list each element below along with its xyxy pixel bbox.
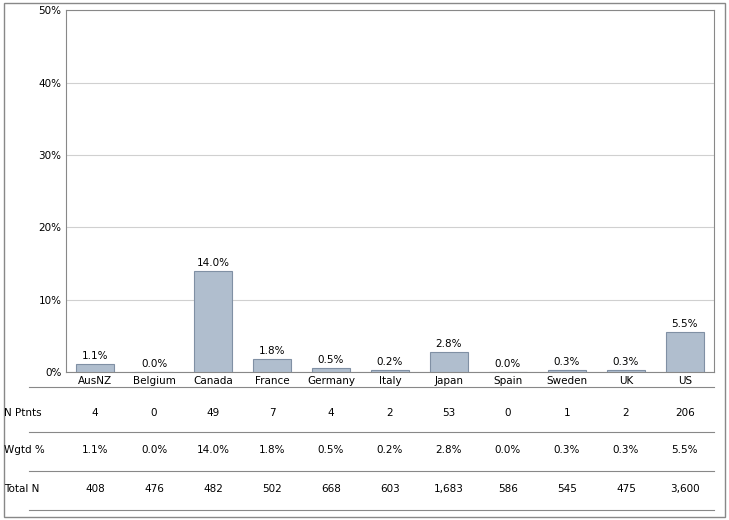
- Bar: [312, 368, 350, 372]
- Text: 1.8%: 1.8%: [259, 346, 285, 356]
- Text: 1: 1: [564, 408, 570, 419]
- Text: 0: 0: [151, 408, 157, 419]
- Text: 2: 2: [386, 408, 394, 419]
- Text: 586: 586: [498, 484, 518, 494]
- Text: 14.0%: 14.0%: [197, 258, 230, 268]
- Text: 0.3%: 0.3%: [554, 445, 580, 455]
- Text: 5.5%: 5.5%: [671, 445, 698, 455]
- Text: 0.3%: 0.3%: [613, 445, 639, 455]
- Text: 4: 4: [328, 408, 335, 419]
- Text: 545: 545: [557, 484, 577, 494]
- Text: 206: 206: [675, 408, 695, 419]
- Text: 1.1%: 1.1%: [82, 351, 109, 361]
- Text: 0.0%: 0.0%: [495, 445, 521, 455]
- Text: 5.5%: 5.5%: [671, 319, 698, 329]
- Text: 7: 7: [269, 408, 276, 419]
- Bar: [76, 364, 114, 372]
- Text: 603: 603: [380, 484, 400, 494]
- Text: 1,683: 1,683: [434, 484, 464, 494]
- Text: 0.5%: 0.5%: [318, 445, 344, 455]
- Text: 0.3%: 0.3%: [554, 357, 580, 367]
- Text: 49: 49: [206, 408, 219, 419]
- Text: 3,600: 3,600: [670, 484, 700, 494]
- Text: Total N: Total N: [4, 484, 39, 494]
- Bar: [607, 370, 645, 372]
- Text: 1.1%: 1.1%: [82, 445, 109, 455]
- Bar: [371, 370, 409, 372]
- Text: 2.8%: 2.8%: [436, 339, 462, 349]
- Text: 0.5%: 0.5%: [318, 355, 344, 365]
- Text: Wgtd %: Wgtd %: [4, 445, 44, 455]
- Text: 0: 0: [504, 408, 511, 419]
- Text: 408: 408: [85, 484, 105, 494]
- Bar: [430, 352, 468, 372]
- Text: 475: 475: [616, 484, 636, 494]
- Text: 2.8%: 2.8%: [436, 445, 462, 455]
- Text: 0.0%: 0.0%: [141, 359, 167, 369]
- Text: 0.0%: 0.0%: [495, 359, 521, 369]
- Text: 502: 502: [262, 484, 282, 494]
- Bar: [253, 359, 291, 372]
- Text: 0.2%: 0.2%: [377, 357, 403, 368]
- Text: 0.3%: 0.3%: [613, 357, 639, 367]
- Text: 1.8%: 1.8%: [259, 445, 285, 455]
- Text: 476: 476: [144, 484, 164, 494]
- Text: 2: 2: [623, 408, 629, 419]
- Text: 0.0%: 0.0%: [141, 445, 167, 455]
- Bar: [666, 332, 704, 372]
- Text: 482: 482: [203, 484, 223, 494]
- Text: N Ptnts: N Ptnts: [4, 408, 42, 419]
- Text: 668: 668: [321, 484, 341, 494]
- Bar: [194, 270, 233, 372]
- Text: 4: 4: [92, 408, 98, 419]
- Text: 14.0%: 14.0%: [197, 445, 230, 455]
- Bar: [547, 370, 586, 372]
- Text: 0.2%: 0.2%: [377, 445, 403, 455]
- Text: 53: 53: [443, 408, 456, 419]
